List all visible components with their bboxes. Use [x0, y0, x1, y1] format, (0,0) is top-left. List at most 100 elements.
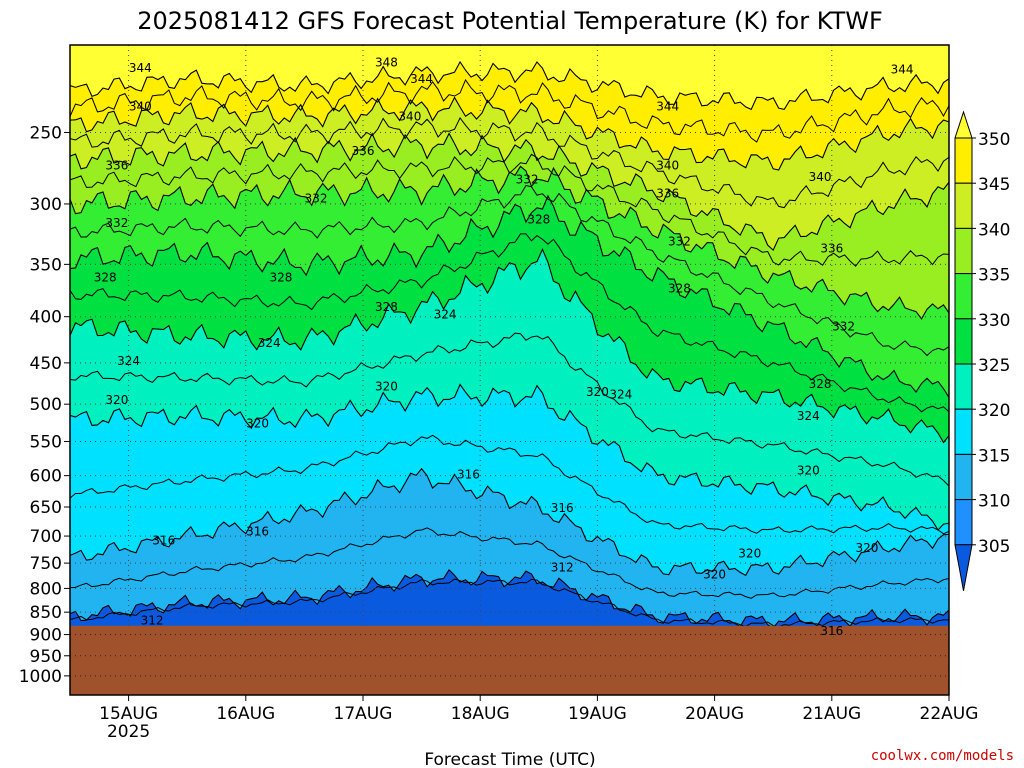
contour-label: 324: [797, 409, 820, 423]
contour-line: [70, 194, 949, 398]
contour-line: [70, 116, 949, 209]
contour-label: 316: [246, 525, 269, 539]
contour-line: [70, 578, 949, 628]
contour-line: [70, 96, 949, 171]
contour-label: 332: [516, 173, 539, 187]
contour-label: 320: [797, 463, 820, 477]
terrain-surface: [70, 625, 949, 695]
y-tick-label: 650: [30, 498, 62, 518]
contour-line: [70, 60, 949, 111]
colorbar-swatch: [954, 137, 973, 184]
y-tick-label: 450: [30, 354, 62, 374]
y-axis: 250 300 350 400 450 500 550 600 650 700 750 800 850 9…: [19, 123, 70, 687]
contour-label: 336: [656, 186, 679, 200]
contour-line: [70, 434, 949, 535]
y-tick-label: 1000: [19, 667, 62, 687]
credit-text: coolwx.com/models: [871, 748, 1014, 764]
y-tick-label: 500: [30, 395, 62, 415]
y-tick-label: 900: [30, 626, 62, 646]
fill-layer: [70, 45, 949, 695]
x-tick-label: 18AUG: [451, 704, 510, 724]
contour-label-layer: 344 348 344 344 344 340 340 340 340 336 336 336 336 3…: [94, 55, 914, 638]
contour-label: 340: [398, 109, 421, 123]
contour-label: 316: [152, 534, 175, 548]
contour-label: 320: [738, 547, 761, 561]
theta-band: [70, 166, 949, 398]
contour-label: 328: [527, 212, 550, 226]
contour-label: 332: [105, 216, 128, 230]
y-tick-label: 850: [30, 603, 62, 623]
contour-label: 332: [832, 319, 855, 333]
colorbar-label: 350: [978, 130, 1010, 150]
contour-label: 312: [141, 613, 164, 627]
y-tick-label: 300: [30, 195, 62, 215]
contour-label: 344: [410, 72, 433, 86]
x-tick-label: 22AUG: [920, 704, 979, 724]
contour-line: [70, 78, 949, 143]
x-tick-label: 15AUG: [99, 704, 158, 724]
contour-label: 324: [609, 388, 632, 402]
contour-line: [70, 383, 949, 531]
colorbar-swatch: [954, 318, 973, 365]
contour-label: 328: [94, 271, 117, 285]
chart-title: 2025081412 GFS Forecast Potential Temper…: [137, 7, 883, 35]
contour-label: 320: [246, 416, 269, 430]
colorbar-label: 345: [978, 175, 1010, 195]
contour-label: 336: [820, 241, 843, 255]
y-tick-label: 800: [30, 579, 62, 599]
colorbar-swatch: [954, 499, 973, 546]
y-tick-label: 550: [30, 433, 62, 453]
contour-label: 332: [305, 192, 328, 206]
contour-label: 316: [457, 467, 480, 481]
colorbar-swatch: [954, 182, 973, 229]
contour-label: 340: [656, 159, 679, 173]
contour-line: [70, 165, 949, 320]
colorbar-swatch: [954, 227, 973, 275]
y-tick-label: 700: [30, 527, 62, 547]
contour-label: 320: [375, 380, 398, 394]
contour-label: 332: [668, 234, 691, 248]
y-tick-label: 250: [30, 123, 62, 143]
colorbar-label: 305: [978, 537, 1010, 557]
x-tick-label: 17AUG: [334, 704, 393, 724]
colorbar-label: 325: [978, 356, 1010, 376]
colorbar-label: 335: [978, 266, 1010, 286]
colorbar-extend-min: [954, 544, 973, 591]
contour-label: 320: [703, 567, 726, 581]
theta-band: [70, 249, 949, 531]
colorbar-extend-max: [954, 110, 973, 139]
contour-label: 340: [809, 170, 832, 184]
contour-label: 320: [105, 393, 128, 407]
contour-label: 324: [434, 308, 457, 322]
x-tick-label: 21AUG: [802, 704, 861, 724]
x-tick-label: 16AUG: [216, 704, 275, 724]
contour-line: [70, 332, 949, 487]
x-tick-label: 19AUG: [568, 704, 627, 724]
y-tick-label: 600: [30, 467, 62, 487]
plot-area: 344 348 344 344 344 340 340 340 340 336 336 336 336 3…: [70, 45, 949, 695]
contour-label: 320: [856, 541, 879, 555]
colorbar-swatch: [954, 408, 973, 455]
x-tick-sublabel: 2025: [107, 722, 150, 742]
contour-label: 316: [551, 501, 574, 515]
contour-label: 344: [129, 61, 152, 75]
colorbar-swatch: [954, 453, 973, 501]
contour-line: [70, 184, 949, 357]
contour-label: 344: [656, 100, 679, 114]
theta-band: [70, 468, 949, 629]
contour-label: 328: [270, 271, 293, 285]
contour-layer: [70, 60, 949, 629]
contour-label: 328: [809, 377, 832, 391]
contour-label: 328: [375, 300, 398, 314]
contour-label: 340: [129, 100, 152, 114]
colorbar-label: 315: [978, 446, 1010, 466]
contour-line: [70, 248, 949, 444]
colorbar-swatch: [954, 363, 973, 410]
plot-frame: [69, 44, 950, 696]
contour-label: 344: [891, 63, 914, 77]
y-tick-label: 950: [30, 647, 62, 667]
x-tick-label: 20AUG: [685, 704, 744, 724]
contour-label: 336: [105, 159, 128, 173]
colorbar: 305 310 315 320 325 330 335 340 345 350: [954, 110, 1010, 591]
